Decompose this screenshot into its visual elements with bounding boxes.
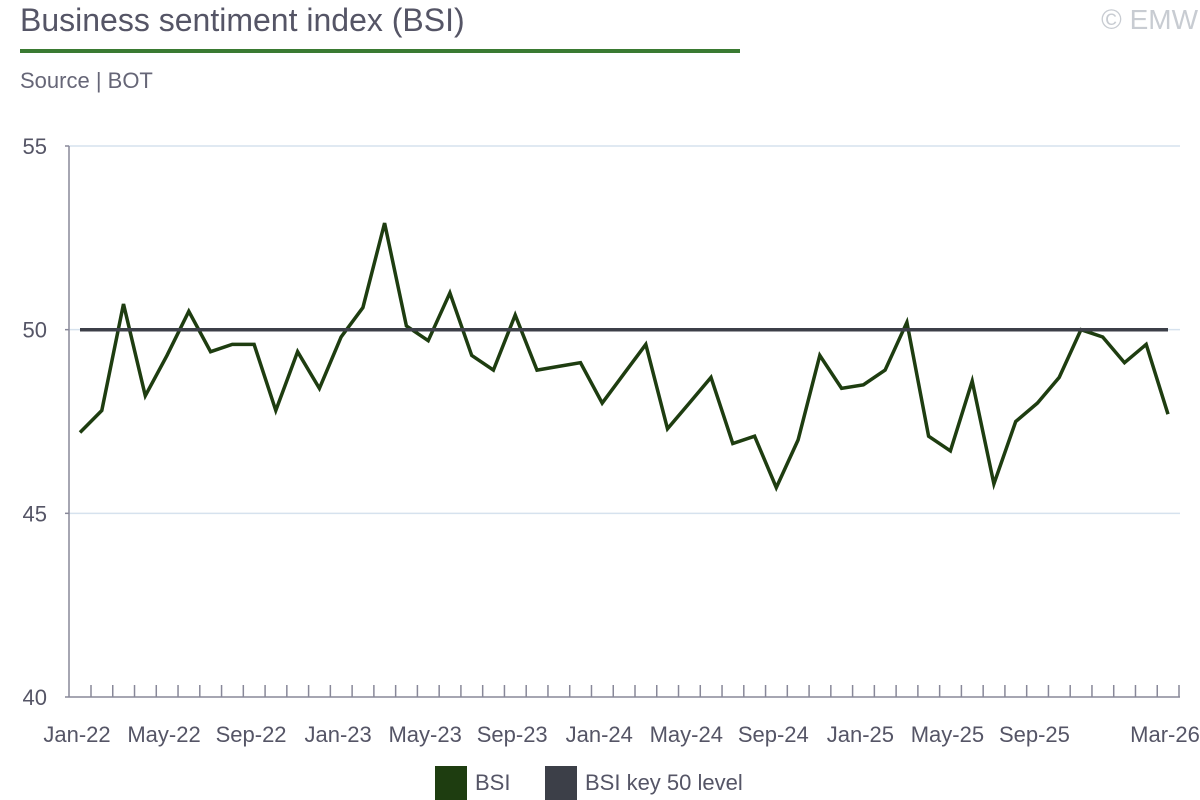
x-tick-label-Jan-22: Jan-22 bbox=[43, 722, 110, 747]
x-tick-label-May-25: May-25 bbox=[911, 722, 984, 747]
legend-label-bsi: BSI bbox=[475, 770, 511, 795]
source-caption: Source | BOT bbox=[20, 68, 153, 93]
y-tick-label-50: 50 bbox=[23, 318, 47, 343]
tick-labels: 40 45 50 55 Jan-22 May-22 Sep-22 Jan-23 May-23 Se… bbox=[23, 134, 1200, 747]
chart-svg: 40 45 50 55 Jan-22 May-22 Sep-22 Jan-23 May-23 Se… bbox=[23, 134, 1200, 747]
chart-title: Business sentiment index (BSI) bbox=[20, 2, 465, 38]
legend-label-key-level: BSI key 50 level bbox=[585, 770, 743, 795]
x-tick-label-Sep-25: Sep-25 bbox=[999, 722, 1070, 747]
x-tick-label-Jan-23: Jan-23 bbox=[304, 722, 371, 747]
legend-swatch-bsi bbox=[435, 766, 467, 800]
bsi-series-line bbox=[78, 222, 1170, 492]
axes bbox=[65, 145, 1180, 698]
x-tick-label-Sep-23: Sep-23 bbox=[477, 722, 548, 747]
y-tick-label-45: 45 bbox=[23, 501, 47, 526]
y-tick-label-55: 55 bbox=[23, 134, 47, 159]
x-tick-label-Jan-24: Jan-24 bbox=[566, 722, 633, 747]
series bbox=[78, 222, 1170, 492]
x-tick-label-May-23: May-23 bbox=[388, 722, 461, 747]
legend-swatch-key-level bbox=[545, 766, 577, 800]
y-tick-label-40: 40 bbox=[23, 685, 47, 710]
title-underline bbox=[20, 49, 740, 53]
legend-item-key-level: BSI key 50 level bbox=[545, 766, 743, 800]
x-tick-label-May-24: May-24 bbox=[650, 722, 723, 747]
x-tick-label-Mar-26: Mar-26 bbox=[1130, 722, 1200, 747]
legend-item-bsi: BSI bbox=[435, 766, 510, 800]
x-tick-label-Sep-22: Sep-22 bbox=[216, 722, 287, 747]
x-tick-label-May-22: May-22 bbox=[127, 722, 200, 747]
copyright-watermark: © EMW bbox=[1101, 4, 1198, 35]
x-tick-label-Jan-25: Jan-25 bbox=[827, 722, 894, 747]
x-tick-label-Sep-24: Sep-24 bbox=[738, 722, 809, 747]
legend: BSI BSI key 50 level bbox=[0, 766, 1200, 800]
